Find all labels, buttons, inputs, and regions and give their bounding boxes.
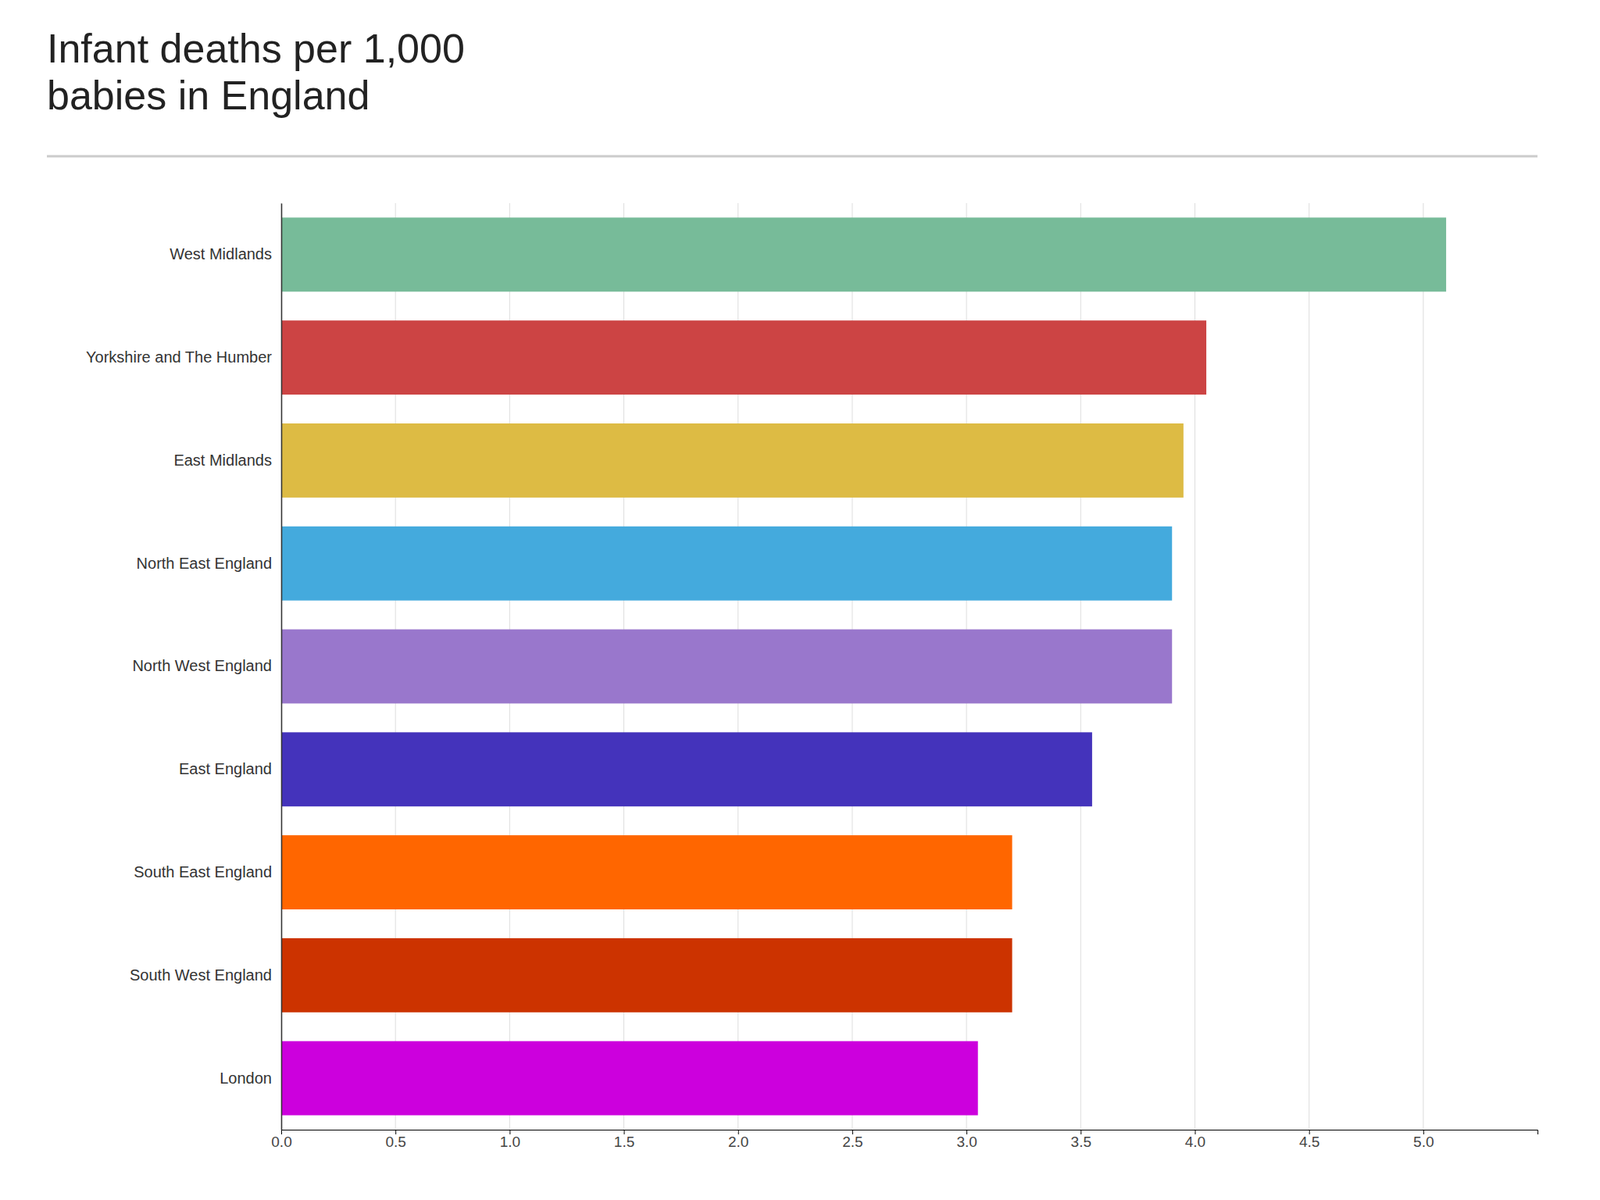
x-tick-label: 2.5: [842, 1133, 863, 1150]
x-tick: 4.5: [1299, 1129, 1320, 1150]
y-axis-line: [281, 203, 283, 1131]
grid-line: [1422, 203, 1424, 1130]
x-tick-label: 0.5: [385, 1133, 406, 1150]
y-tick: Yorkshire and The Humber: [85, 348, 282, 366]
x-axis-line: [282, 1130, 1539, 1136]
x-tick: 3.0: [956, 1129, 977, 1150]
chart: Infant deaths per 1,000babies in England…: [0, 0, 1600, 1200]
x-tick-label: 1.0: [500, 1133, 521, 1150]
y-tick: London: [219, 1069, 282, 1087]
y-tick-label: North West England: [132, 657, 272, 675]
separator: [46, 155, 1538, 158]
y-tick-label: West Midlands: [169, 245, 272, 263]
y-tick: East England: [178, 760, 282, 778]
x-tick-label: 2.0: [728, 1133, 749, 1150]
y-tick: North West England: [132, 657, 282, 675]
bar: [281, 320, 1207, 395]
x-axis: 0.0 0.5 1.0 1.5 2.0 2.5 3.0 3.5 4.0 4.5 5.0: [271, 1129, 1538, 1150]
x-tick: 4.0: [1185, 1129, 1206, 1150]
bar: [281, 732, 1093, 807]
x-tick-label: 1.5: [614, 1133, 635, 1150]
x-tick: 3.5: [1071, 1129, 1092, 1150]
y-tick: North East England: [136, 554, 282, 572]
y-axis: London South West England South East Engla…: [85, 203, 282, 1131]
bar: [281, 526, 1172, 601]
y-tick-label: East Midlands: [173, 451, 272, 469]
x-tick: 2.5: [842, 1129, 863, 1150]
y-tick-label: Yorkshire and The Humber: [85, 348, 272, 366]
x-tick: 1.0: [500, 1129, 521, 1150]
y-tick: East Midlands: [173, 451, 282, 469]
x-tick-label: 0.0: [271, 1133, 292, 1150]
x-tick-label: 5.0: [1413, 1133, 1434, 1150]
x-tick-label: 3.0: [956, 1133, 977, 1150]
y-tick-label: North East England: [136, 554, 272, 572]
x-tick: 1.5: [614, 1129, 635, 1150]
title: Infant deaths per 1,000babies in England: [46, 25, 465, 118]
x-tick: 5.0: [1413, 1129, 1434, 1150]
bar: [281, 938, 1013, 1013]
bar: [281, 629, 1172, 704]
y-tick: South East England: [133, 863, 282, 881]
bar: [281, 1041, 979, 1116]
y-tick-label: South West England: [129, 966, 272, 984]
grid-line: [281, 203, 283, 1130]
grid: [281, 203, 1424, 1130]
x-tick: 0.0: [271, 1129, 292, 1150]
y-tick: West Midlands: [169, 245, 282, 263]
y-tick-label: East England: [178, 760, 272, 778]
bar: [281, 423, 1184, 498]
grid-line: [1308, 203, 1310, 1130]
x-tick-label: 4.0: [1185, 1133, 1206, 1150]
y-tick: South West England: [129, 966, 282, 984]
x-tick: 2.0: [728, 1129, 749, 1150]
plot: 0.0 0.5 1.0 1.5 2.0 2.5 3.0 3.5 4.0 4.5 5.0 London S…: [85, 203, 1538, 1150]
y-tick-label: London: [219, 1069, 272, 1087]
bars: [281, 217, 1447, 1115]
bar: [281, 217, 1447, 292]
y-tick-label: South East England: [133, 863, 272, 881]
x-tick-label: 4.5: [1299, 1133, 1320, 1150]
x-tick-label: 3.5: [1071, 1133, 1092, 1150]
x-tick: 0.5: [385, 1129, 406, 1150]
bar: [281, 835, 1013, 910]
